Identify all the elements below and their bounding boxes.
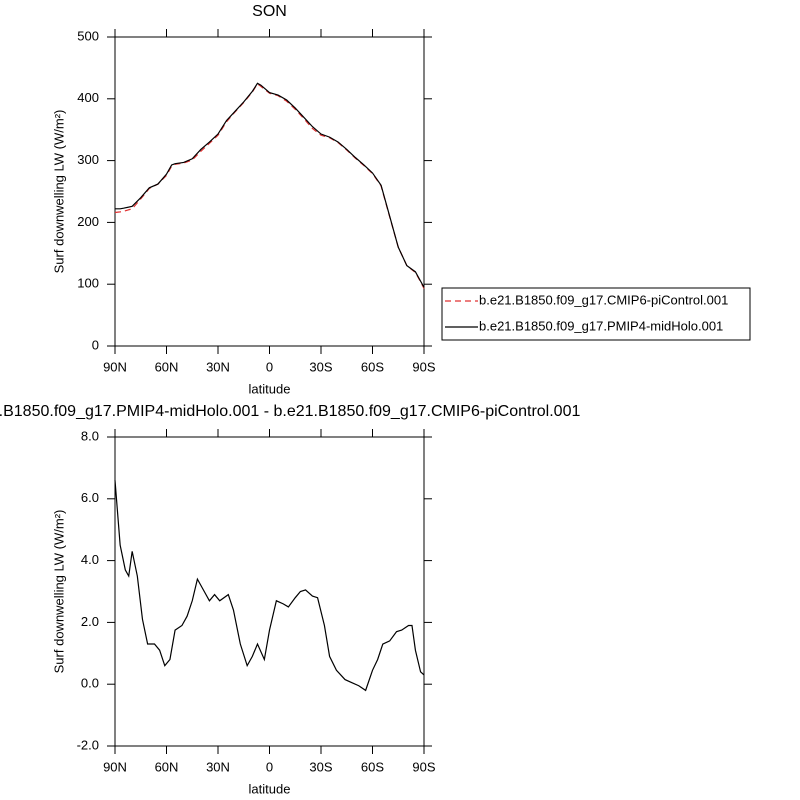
chart-title: b.e21.B1850.f09_g17.PMIP4-midHolo.001 - … — [0, 403, 580, 420]
plot-frame — [114, 436, 425, 747]
y-axis-label: Surf downwelling LW (W/m²) — [51, 110, 66, 274]
x-tick-label: 60S — [361, 759, 384, 774]
x-tick-label: 60S — [361, 359, 384, 374]
x-axis-label: latitude — [249, 781, 291, 796]
y-tick-label: 6.0 — [81, 490, 99, 505]
x-tick-label: 90S — [412, 359, 435, 374]
legend: b.e21.B1850.f09_g17.CMIP6-piControl.001b… — [441, 287, 751, 341]
x-tick-label: 90N — [103, 759, 127, 774]
y-tick-label: 500 — [77, 28, 99, 43]
y-tick-label: 100 — [77, 276, 99, 291]
legend-label: b.e21.B1850.f09_g17.CMIP6-piControl.001 — [479, 292, 728, 307]
y-tick-label: 0 — [92, 337, 99, 352]
y-tick-label: 4.0 — [81, 552, 99, 567]
legend-label: b.e21.B1850.f09_g17.PMIP4-midHolo.001 — [479, 318, 723, 333]
x-tick-label: 0 — [266, 359, 273, 374]
legend-box — [441, 287, 751, 341]
x-tick-label: 30S — [309, 359, 332, 374]
data-line — [114, 83, 425, 289]
x-axis-label: latitude — [249, 381, 291, 396]
plot-frame — [114, 36, 425, 347]
x-tick-label: 90N — [103, 359, 127, 374]
y-tick-label: 300 — [77, 152, 99, 167]
y-tick-label: 200 — [77, 214, 99, 229]
y-tick-label: 2.0 — [81, 614, 99, 629]
y-tick-label: 8.0 — [81, 428, 99, 443]
x-tick-label: 30S — [309, 759, 332, 774]
y-tick-label: 0.0 — [81, 676, 99, 691]
chart-title: SON — [252, 3, 287, 20]
x-tick-label: 60N — [155, 359, 179, 374]
data-line — [114, 480, 425, 692]
x-tick-label: 30N — [206, 359, 230, 374]
x-tick-label: 60N — [155, 759, 179, 774]
x-tick-label: 90S — [412, 759, 435, 774]
y-tick-label: 400 — [77, 90, 99, 105]
y-tick-label: -2.0 — [77, 737, 99, 752]
x-tick-label: 0 — [266, 759, 273, 774]
data-line — [115, 82, 425, 288]
y-axis-label: Surf downwelling LW (W/m²) — [51, 510, 66, 674]
x-tick-label: 30N — [206, 759, 230, 774]
